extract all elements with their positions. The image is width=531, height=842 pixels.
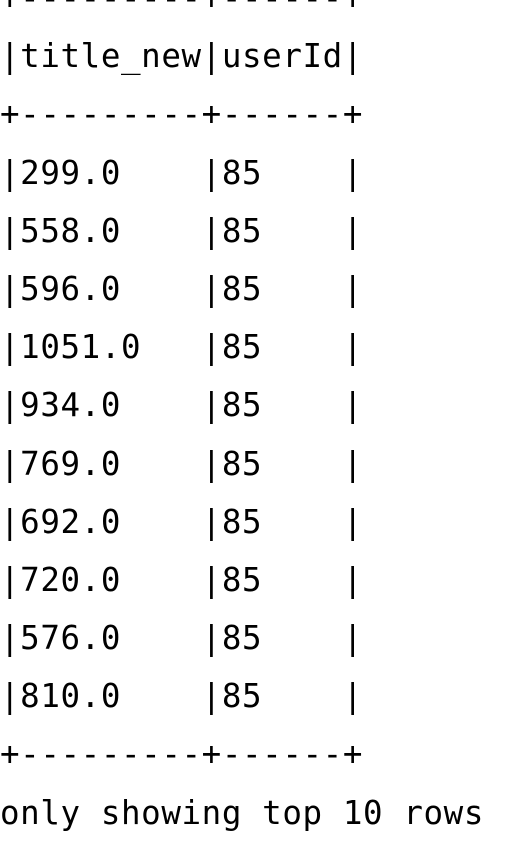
table-row: |692.0 |85 |: [0, 502, 363, 541]
table-row: |1051.0 |85 |: [0, 328, 363, 367]
footer-message: only showing top 10 rows: [0, 793, 484, 832]
table-header-separator: +---------+------+: [0, 95, 363, 134]
table-row: |558.0 |85 |: [0, 211, 363, 250]
table-border-top: +---------+------+: [0, 0, 531, 27]
table-row: |934.0 |85 |: [0, 386, 363, 425]
table-row: |576.0 |85 |: [0, 619, 363, 658]
table-row: |769.0 |85 |: [0, 444, 363, 483]
table-row: |810.0 |85 |: [0, 677, 363, 716]
table-row: |596.0 |85 |: [0, 269, 363, 308]
table-row: |299.0 |85 |: [0, 153, 363, 192]
table-header-row: |title_new|userId|: [0, 37, 363, 76]
table-border-bottom: +---------+------+: [0, 735, 363, 774]
table-row: |720.0 |85 |: [0, 560, 363, 599]
